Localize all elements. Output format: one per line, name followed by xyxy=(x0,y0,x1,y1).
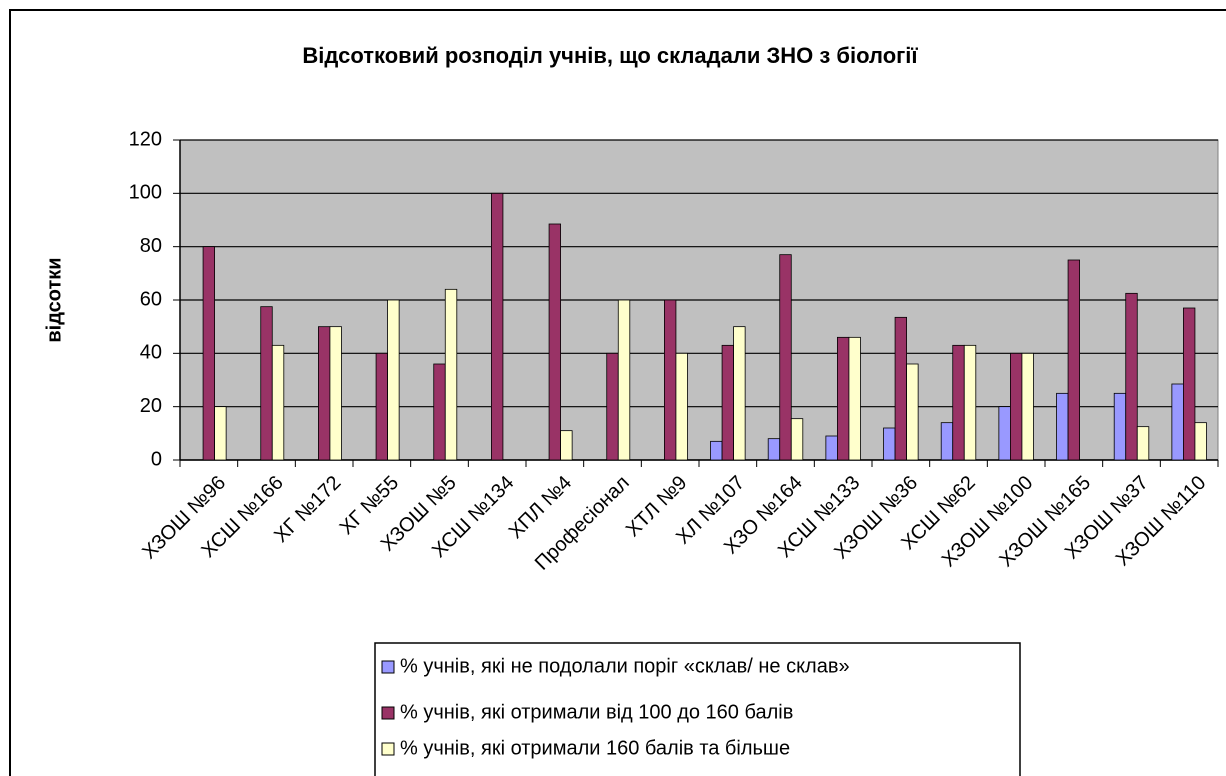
bar xyxy=(848,336,861,461)
bar xyxy=(1021,352,1034,461)
bar xyxy=(317,326,331,461)
bar xyxy=(779,254,792,461)
bar xyxy=(329,326,342,461)
bar xyxy=(1113,392,1127,461)
bar xyxy=(883,427,896,461)
bar xyxy=(963,344,977,461)
bar xyxy=(940,422,954,461)
bar xyxy=(894,316,907,461)
bar xyxy=(1010,352,1023,461)
bar xyxy=(1194,422,1207,461)
legend-label: % учнів, які отримали від 100 до 160 бал… xyxy=(400,701,793,723)
y-tick-label: 80 xyxy=(140,235,162,257)
bar xyxy=(433,363,446,461)
y-tick-label: 20 xyxy=(140,395,162,417)
bar xyxy=(837,336,850,461)
bar xyxy=(444,288,458,461)
bar xyxy=(1067,259,1080,461)
legend-label: % учнів, які отримали 160 балів та більш… xyxy=(400,737,790,759)
bar xyxy=(1171,383,1184,461)
bar xyxy=(767,438,781,461)
bar xyxy=(1183,307,1196,461)
bar xyxy=(825,435,838,461)
y-axis-label: відсотки xyxy=(43,257,65,342)
bar xyxy=(790,418,804,461)
bar xyxy=(664,299,677,461)
chart-title: Відсотковий розподіл учнів, що складали … xyxy=(302,43,918,68)
bar xyxy=(1125,292,1138,461)
legend-swatch xyxy=(381,742,395,756)
bar xyxy=(710,440,723,461)
bar xyxy=(548,223,561,461)
bar xyxy=(387,299,400,461)
y-tick-label: 0 xyxy=(151,448,162,470)
legend-label: % учнів, які не подолали поріг «склав/ н… xyxy=(400,655,850,677)
bar xyxy=(675,352,688,461)
bar xyxy=(1056,392,1069,461)
bar xyxy=(271,344,285,461)
bar xyxy=(560,430,573,461)
bar xyxy=(721,344,734,461)
bar xyxy=(906,363,919,461)
bar xyxy=(490,192,504,461)
y-tick-label: 120 xyxy=(129,128,162,150)
legend-box xyxy=(374,642,1021,776)
y-tick-label: 40 xyxy=(140,342,162,364)
bar xyxy=(952,344,965,461)
bar xyxy=(606,352,619,461)
bar xyxy=(214,406,227,461)
y-tick-label: 60 xyxy=(140,288,162,310)
bar xyxy=(202,246,215,461)
bar xyxy=(998,406,1011,461)
bar xyxy=(375,352,389,461)
bar xyxy=(733,326,746,461)
legend-swatch xyxy=(381,706,395,720)
y-tick-label: 100 xyxy=(129,182,162,204)
bar xyxy=(617,299,631,461)
bar xyxy=(1136,426,1150,461)
bar xyxy=(260,306,273,461)
legend-swatch xyxy=(381,660,395,674)
